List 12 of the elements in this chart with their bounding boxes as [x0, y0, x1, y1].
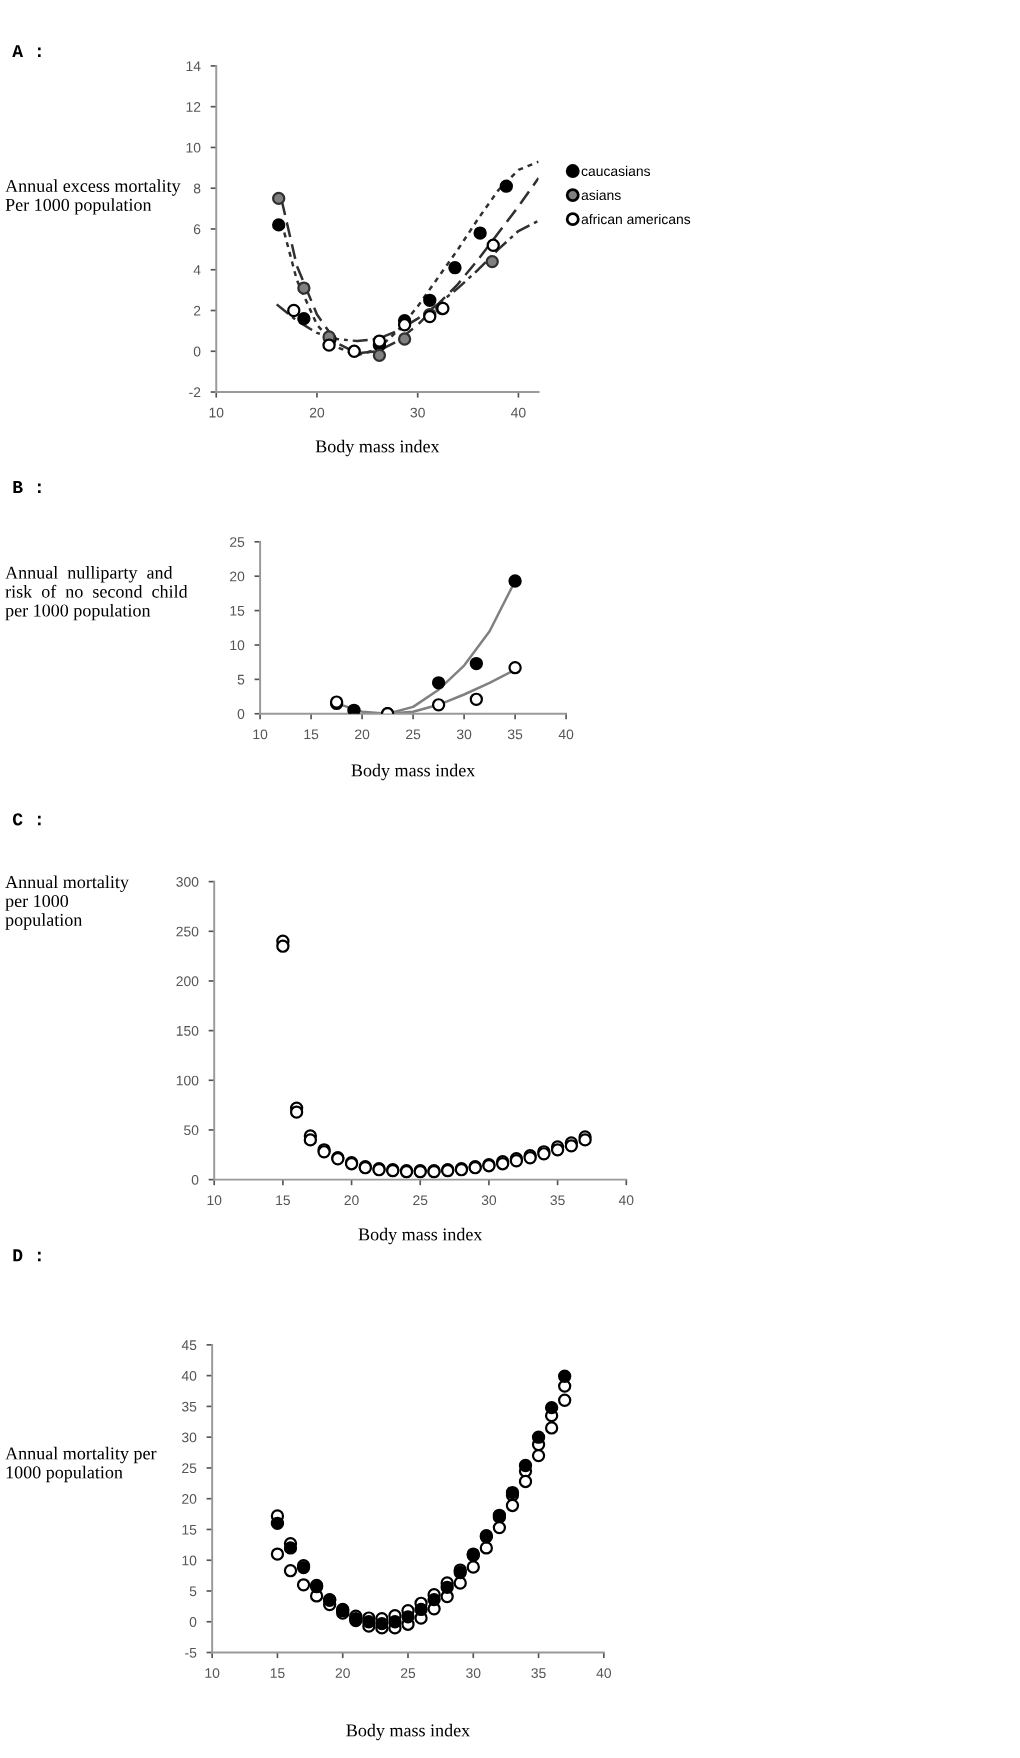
x-axis-title: Body mass index — [315, 439, 440, 457]
y-axis-title: Annual nulliparty and risk of no second child per 1000 population — [5, 566, 188, 621]
text: D : — [13, 1249, 41, 1262]
text: B : — [13, 481, 41, 494]
x-axis-title: Body mass index — [358, 1227, 483, 1245]
x-axis-title: Body mass index — [346, 1723, 470, 1741]
y-axis-title: Annual mortality per 1000 population — [5, 1446, 157, 1483]
x-axis-title: Body mass index — [351, 763, 476, 781]
text: A : — [12, 45, 41, 58]
y-axis-title: Annual excess mortality Per 1000 population — [5, 179, 181, 215]
text: C : — [12, 813, 41, 826]
y-axis-title: Annual mortality per 1000 population — [5, 875, 129, 930]
